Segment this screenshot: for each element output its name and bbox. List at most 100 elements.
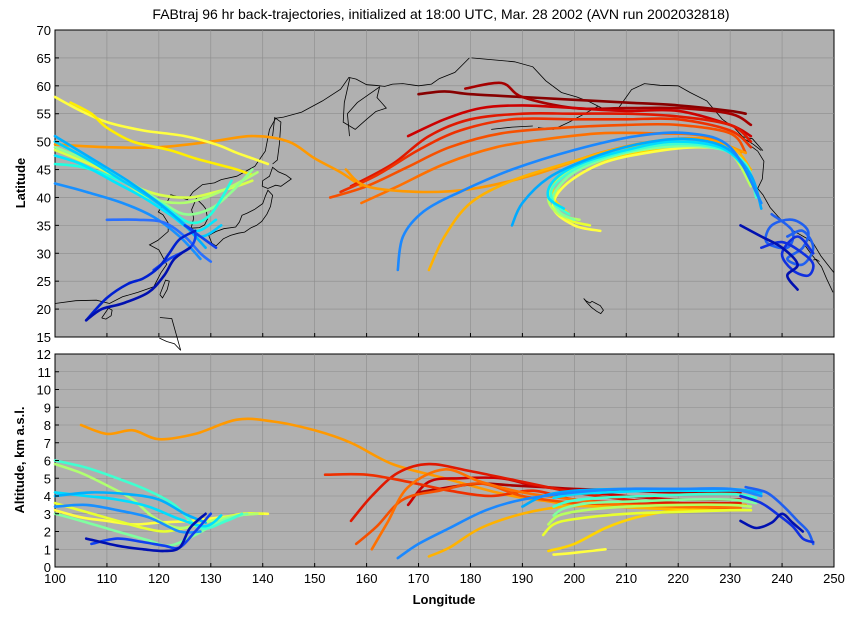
x-tick-label: 160	[356, 571, 378, 586]
trajectory-line	[764, 212, 815, 267]
altitude-trajectories	[53, 417, 815, 560]
trajectory-line	[53, 491, 223, 528]
y-tick-label: 40	[37, 190, 51, 205]
y-tick-label: 20	[37, 302, 51, 317]
trajectory-line	[90, 512, 213, 550]
trajectory-line	[53, 134, 363, 188]
map-y-axis-label: Latitude	[13, 158, 28, 209]
trajectory-line	[84, 246, 192, 322]
y-tick-label: 0	[44, 560, 51, 575]
y-tick-label: 30	[37, 246, 51, 261]
trajectory-line	[417, 90, 747, 115]
x-tick-label: 230	[719, 571, 741, 586]
x-tick-label: 250	[823, 571, 845, 586]
x-tick-label: 110	[97, 571, 118, 586]
y-tick-label: 45	[37, 163, 51, 178]
x-tick-label: 180	[460, 571, 482, 586]
y-tick-label: 1	[44, 542, 51, 557]
trajectory-line	[739, 512, 805, 533]
y-tick-label: 12	[37, 347, 51, 362]
coastline	[159, 279, 170, 299]
coastline	[583, 298, 604, 315]
trajectory-line	[84, 229, 197, 322]
coastline	[342, 77, 388, 137]
trajectory-line	[552, 497, 758, 517]
y-tick-label: 55	[37, 107, 51, 122]
trajectory-line	[396, 131, 763, 272]
map-trajectories	[53, 81, 815, 322]
y-tick-label: 11	[38, 365, 52, 380]
x-axis-label: Longitude	[413, 592, 476, 607]
altitude-y-axis-label: Altitude, km a.s.l.	[12, 407, 27, 514]
y-tick-label: 9	[44, 400, 51, 415]
x-tick-label: 130	[200, 571, 222, 586]
coastline	[261, 166, 292, 189]
y-tick-label: 5	[44, 471, 51, 486]
trajectory-line	[53, 459, 244, 530]
trajectory-line	[552, 548, 607, 556]
x-tick-label: 200	[563, 571, 585, 586]
trajectory-line	[406, 476, 742, 507]
y-tick-label: 35	[37, 218, 51, 233]
trajectory-line	[510, 137, 763, 227]
coastline	[805, 245, 834, 293]
trajectory-line	[760, 235, 815, 278]
trajectory-line	[53, 491, 207, 524]
y-tick-label: 8	[44, 418, 51, 433]
trajectory-line	[53, 148, 254, 199]
x-tick-label: 190	[512, 571, 534, 586]
altitude-panel: 100 110 120 130 140 150 160 170 180 190 200 210 220 2…	[12, 347, 845, 607]
coastline	[159, 317, 182, 351]
altitude-tick-labels: 100 110 120 130 140 150 160 170 180 190 200 210 220 2…	[37, 347, 845, 586]
figure-title: FABtraj 96 hr back-trajectories, initial…	[152, 6, 729, 22]
y-tick-label: 65	[37, 51, 51, 66]
y-tick-label: 4	[44, 489, 51, 504]
trajectory-line	[744, 485, 815, 546]
trajectory-line	[541, 508, 753, 537]
map-gridlines	[55, 30, 834, 337]
trajectory-line	[53, 95, 270, 166]
trajectory-line	[152, 224, 218, 272]
y-tick-label: 15	[37, 330, 51, 345]
coastline	[491, 125, 533, 130]
trajectory-line	[69, 101, 254, 177]
x-tick-label: 120	[148, 571, 170, 586]
x-tick-label: 140	[252, 571, 274, 586]
map-plot-area	[54, 29, 835, 338]
trajectory-line	[739, 494, 815, 544]
y-tick-label: 25	[37, 274, 51, 289]
x-tick-label: 210	[615, 571, 637, 586]
coastline	[208, 189, 274, 247]
trajectory-line	[53, 145, 254, 216]
coastline	[101, 307, 113, 320]
trajectory-line	[328, 122, 747, 199]
x-tick-label: 100	[44, 571, 66, 586]
y-tick-label: 6	[44, 454, 51, 469]
y-tick-label: 7	[44, 436, 51, 451]
trajectory-line	[396, 487, 763, 560]
trajectory-line	[739, 224, 799, 291]
trajectory-line	[339, 117, 753, 194]
y-tick-label: 50	[37, 135, 51, 150]
map-tick-labels: 15 20 25 30 35 40 45 50 55 60 65 70	[37, 23, 835, 345]
coastline	[813, 258, 820, 262]
coastline	[54, 57, 470, 304]
trajectory-line	[105, 218, 213, 263]
trajectory-line	[552, 492, 758, 508]
x-tick-label: 220	[667, 571, 689, 586]
y-tick-label: 3	[44, 507, 51, 522]
trajectory-line	[547, 503, 753, 526]
trajectory-line	[84, 512, 207, 553]
map-coastlines	[54, 57, 835, 351]
x-tick-label: 170	[408, 571, 430, 586]
x-tick-label: 150	[304, 571, 326, 586]
y-tick-label: 60	[37, 79, 51, 94]
x-tick-label: 240	[771, 571, 793, 586]
y-tick-label: 70	[37, 23, 51, 38]
trajectory-line	[349, 112, 753, 188]
y-tick-label: 10	[37, 383, 51, 398]
trajectory-line	[53, 503, 202, 534]
y-tick-label: 2	[44, 525, 51, 540]
map-panel: 15 20 25 30 35 40 45 50 55 60 65 70 Latitude	[13, 23, 835, 351]
